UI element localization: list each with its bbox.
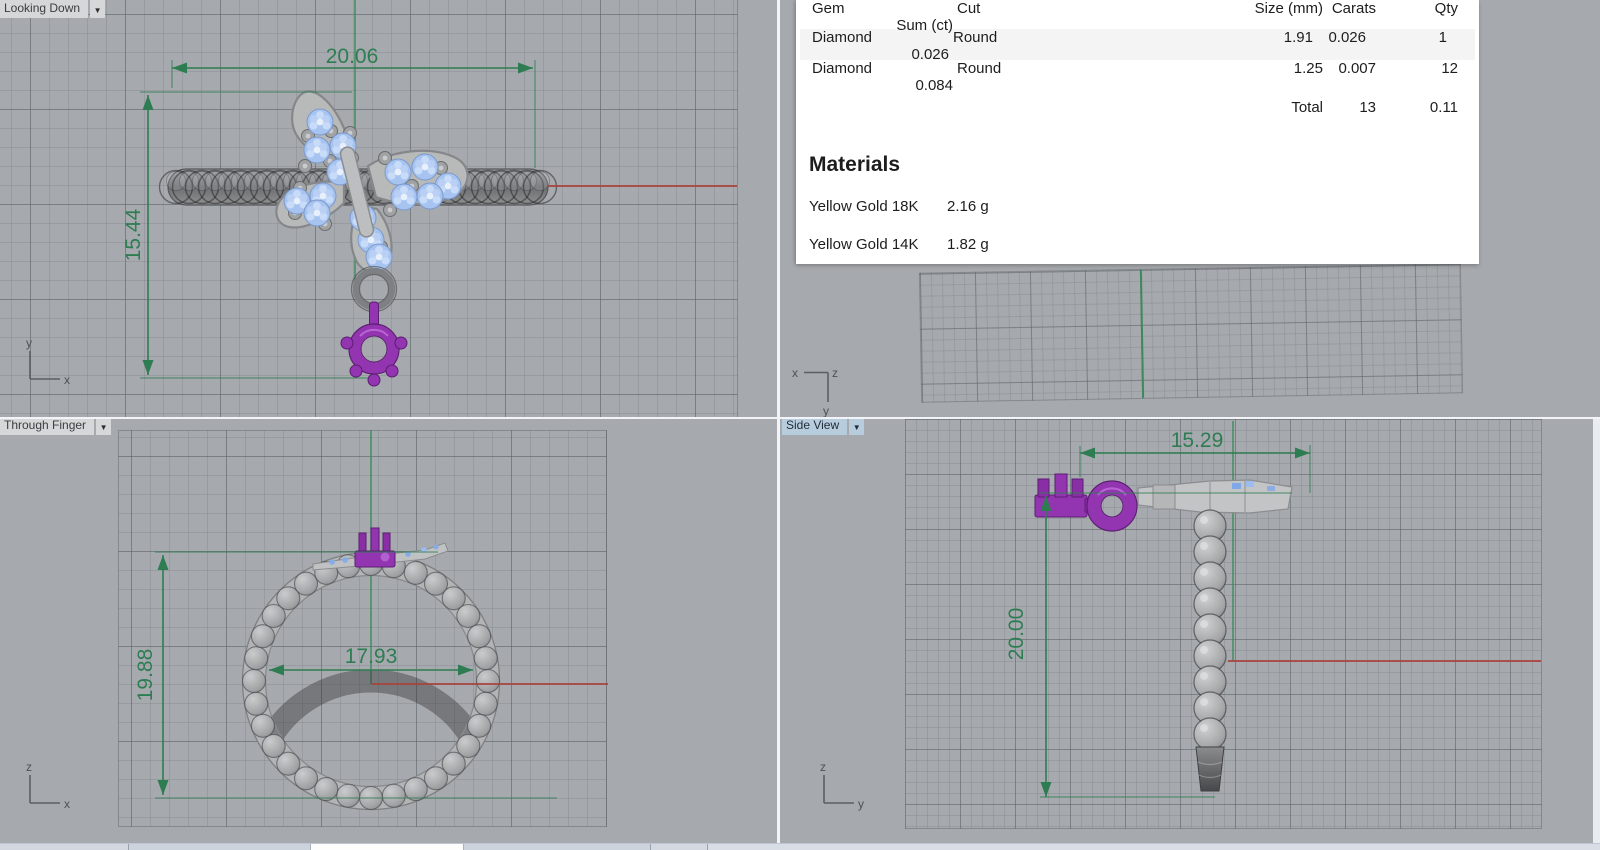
gem-table-row: Diamond Round 1.91 0.026 1 0.026: [800, 29, 1475, 63]
dimension-height: 15.44: [122, 91, 368, 379]
col-cut: Cut: [957, 0, 981, 17]
viewport-title-bar: Looking Down ▼: [0, 0, 106, 18]
construction-grid: [918, 263, 1464, 403]
viewport-looking-down[interactable]: 20.06 15.44 Looking Down ▼ y x: [0, 0, 777, 417]
material-name: Yellow Gold 18K: [809, 198, 919, 215]
svg-text:y: y: [858, 797, 864, 811]
dimension-width: 20.06: [171, 45, 536, 168]
construction-grid: [0, 0, 738, 417]
viewport-tab-strip: [0, 843, 1600, 850]
gem-table-header: Gem Cut Size (mm) Carats Qty Sum (ct): [810, 0, 1464, 34]
key-charm-side: [1034, 473, 1138, 532]
viewport-title-side-view[interactable]: Side View: [782, 419, 848, 435]
band-top-edge: [1137, 479, 1293, 514]
viewport-title-looking-down[interactable]: Looking Down: [0, 0, 89, 18]
key-charm: [340, 301, 408, 387]
svg-text:19.88: 19.88: [134, 649, 157, 702]
svg-text:y: y: [26, 336, 32, 350]
butterfly-body: [339, 146, 375, 238]
svg-text:x: x: [792, 366, 798, 380]
viewport-title-bar: Side View ▼: [782, 419, 865, 435]
viewport-side-view[interactable]: 15.29 20.00 Side View ▼ z y: [780, 419, 1600, 843]
construction-grid: [118, 430, 607, 827]
gem-table-row: Diamond Round 1.25 0.007 12 0.084: [812, 60, 1458, 94]
gem-report-panel: Gem Cut Size (mm) Carats Qty Sum (ct) Di…: [796, 0, 1479, 264]
viewport-tab[interactable]: [464, 844, 650, 850]
cplane-axis-indicator: z y: [820, 760, 864, 811]
material-weight: 2.16 g: [947, 198, 989, 215]
ring-band: [241, 551, 501, 811]
viewport-splitter-horizontal[interactable]: [0, 417, 1600, 419]
total-qty: 13: [1359, 99, 1376, 116]
tab-divider: [128, 844, 129, 850]
dimension-width: 17.93: [269, 645, 473, 676]
viewport-menu-arrow-icon[interactable]: ▼: [849, 419, 865, 435]
svg-text:x: x: [64, 373, 70, 387]
svg-text:z: z: [26, 760, 32, 774]
viewport-tab[interactable]: [0, 844, 128, 850]
dimension-width: 15.29: [1079, 429, 1311, 493]
viewport-tab[interactable]: [129, 844, 310, 850]
svg-text:y: y: [823, 404, 829, 417]
viewport-perspective[interactable]: x z y: [780, 0, 1600, 417]
material-name: Yellow Gold 14K: [809, 236, 919, 253]
material-item: Yellow Gold 14K 1.82 g: [809, 236, 1479, 253]
cplane-axis-indicator: z x: [26, 760, 70, 811]
pave-diamonds: [283, 108, 462, 271]
shank-tip: [1195, 746, 1225, 792]
material-weight: 1.82 g: [947, 236, 989, 253]
materials-title: Materials: [809, 153, 901, 176]
total-label: Total: [1291, 99, 1323, 116]
svg-text:20.06: 20.06: [326, 45, 379, 68]
svg-text:z: z: [832, 366, 838, 380]
viewport-title-through-finger[interactable]: Through Finger: [0, 419, 95, 435]
svg-text:x: x: [64, 797, 70, 811]
col-carats: Carats: [1331, 0, 1376, 17]
svg-text:z: z: [820, 760, 826, 774]
tab-divider: [707, 844, 708, 850]
viewport-tab-active[interactable]: [310, 844, 464, 850]
cplane-axis-indicator: y x: [26, 336, 70, 387]
viewport-tab[interactable]: [651, 844, 707, 850]
svg-text:15.44: 15.44: [122, 208, 145, 261]
viewport-splitter-vertical[interactable]: [777, 0, 780, 843]
col-sum: Sum (ct): [896, 17, 953, 34]
col-size: Size (mm): [1254, 0, 1323, 17]
col-gem: Gem: [812, 0, 845, 17]
construction-grid: [905, 419, 1542, 829]
total-qty-value: 0.11: [1429, 99, 1458, 116]
col-qty: Qty: [1434, 0, 1458, 17]
tab-divider: [650, 844, 651, 850]
band-rope-texture: [158, 169, 558, 205]
key-charm-front: [354, 527, 396, 568]
right-edge-strip: [1593, 419, 1600, 843]
shank-bead-stack: [1193, 509, 1227, 751]
viewport-menu-arrow-icon[interactable]: ▼: [90, 0, 106, 18]
butterfly-wings: [275, 90, 469, 273]
dimension-height: 20.00: [1005, 492, 1292, 798]
gem-table-total-row: Total 13 0.11: [810, 92, 1464, 123]
viewport-title-bar: Through Finger ▼: [0, 419, 112, 435]
viewport-menu-arrow-icon[interactable]: ▼: [96, 419, 112, 435]
material-item: Yellow Gold 18K 2.16 g: [809, 198, 1479, 215]
viewport-through-finger[interactable]: 19.88 17.93 Through Finger ▼ z x: [0, 419, 777, 843]
butterfly-edge: [312, 542, 449, 571]
svg-text:20.00: 20.00: [1005, 608, 1028, 661]
svg-text:17.93: 17.93: [345, 645, 398, 668]
svg-text:15.29: 15.29: [1171, 429, 1224, 452]
looking-down-model: 20.06 15.44: [122, 0, 737, 387]
cplane-axis-indicator: x z y: [792, 366, 838, 417]
side-view-model: 15.29 20.00: [1005, 421, 1541, 798]
through-finger-model: 19.88 17.93: [134, 430, 608, 811]
dimension-height: 19.88: [134, 551, 557, 799]
z-axis-line: [1139, 269, 1145, 398]
charm-bail: [350, 265, 398, 313]
